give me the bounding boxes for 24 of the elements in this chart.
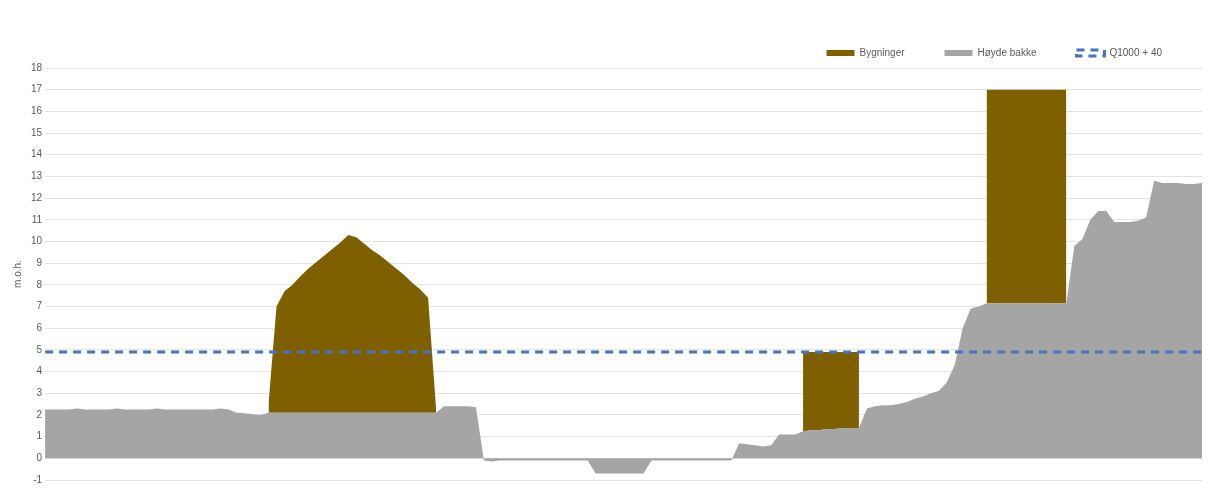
y-tick-label: 11 (31, 213, 43, 225)
legend-label: Q1000 + 40 (1109, 46, 1163, 58)
y-tick-label: -1 (33, 473, 43, 485)
y-tick-label: 3 (36, 387, 43, 399)
y-tick-label: 4 (36, 365, 43, 377)
legend-label: Høyde bakke (977, 46, 1037, 58)
y-tick-label: 14 (31, 148, 43, 160)
y-tick-label: 16 (31, 105, 43, 117)
y-tick-label: 9 (36, 256, 43, 268)
y-tick-label: 8 (36, 278, 43, 290)
y-tick-label: 15 (31, 126, 43, 138)
y-tick-label: 18 (31, 61, 43, 73)
y-tick-label: 10 (31, 235, 43, 247)
y-tick-label: 5 (36, 343, 43, 355)
y-tick-label: 17 (31, 83, 43, 95)
y-axis-title: m.o.h. (11, 260, 23, 288)
legend-label: Bygninger (859, 46, 906, 58)
y-tick-label: 2 (36, 408, 43, 420)
y-tick-label: 12 (31, 191, 43, 203)
y-tick-label: 13 (31, 170, 43, 182)
y-tick-label: 0 (36, 452, 43, 464)
y-tick-label: 1 (36, 430, 43, 442)
y-tick-label: 6 (36, 321, 43, 333)
y-tick-label: 7 (36, 300, 43, 312)
